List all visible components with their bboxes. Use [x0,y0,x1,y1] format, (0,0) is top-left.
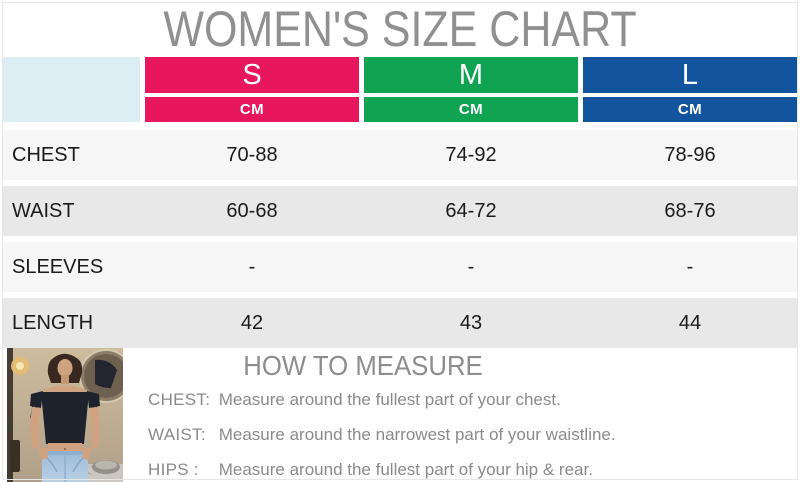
size-column-m: M CM [364,57,578,122]
measure-text-waist: Measure around the narrowest part of you… [218,425,616,444]
table-row-chest: CHEST 70-88 74-92 78-96 [3,130,797,180]
measure-label-hips: HIPS : [148,460,199,479]
cell-length-m: 43 [459,311,483,334]
measure-label-waist: WAIST: [148,425,206,444]
cell-chest-m: 74-92 [445,143,497,166]
measure-text-hips: Measure around the fullest part of your … [218,460,593,479]
size-table: S CM M CM L CM CHEST 70-88 74-92 78-96 W… [0,57,800,348]
unit-header-s: CM [145,97,359,122]
size-column-s: S CM [145,57,359,122]
size-header-m: M [364,57,578,93]
size-column-l: L CM [583,57,797,122]
page-title: WOMEN'S SIZE CHART [163,1,637,57]
cell-chest-l: 78-96 [664,143,716,166]
product-photo [7,348,123,482]
cell-sleeves-m: - [467,255,475,278]
measure-line-hips: HIPS : Measure around the fullest part o… [148,459,800,481]
measure-label-chest: CHEST: [148,390,211,409]
table-row-sleeves: SLEEVES - - - [3,242,797,292]
unit-header-l: CM [583,97,797,122]
cell-chest-s: 70-88 [226,143,278,166]
size-table-corner-cell [3,57,140,122]
size-header-s: S [145,57,359,93]
table-row-length: LENGTH 42 43 44 [3,298,797,348]
row-label-waist: WAIST [12,199,75,222]
cell-waist-m: 64-72 [445,199,497,222]
size-header-l: L [583,57,797,93]
cell-sleeves-s: - [248,255,256,278]
unit-header-m: CM [364,97,578,122]
cell-waist-s: 60-68 [226,199,278,222]
measure-line-waist: WAIST: Measure around the narrowest part… [148,424,800,446]
measure-text-chest: Measure around the fullest part of your … [218,390,561,409]
cell-length-l: 44 [678,311,702,334]
how-to-measure-content: HOW TO MEASURE CHEST: Measure around the… [123,348,800,482]
cell-waist-l: 68-76 [664,199,716,222]
row-label-sleeves: SLEEVES [12,255,104,278]
cell-sleeves-l: - [686,255,694,278]
row-label-length: LENGTH [12,311,94,334]
measure-line-chest: CHEST: Measure around the fullest part o… [148,389,800,411]
how-to-measure-heading: HOW TO MEASURE [243,350,483,381]
product-photo-illustration [7,348,123,482]
row-label-chest: CHEST [12,143,80,166]
how-to-measure-section: HOW TO MEASURE CHEST: Measure around the… [0,348,800,482]
size-table-header: S CM M CM L CM [3,57,797,122]
table-row-waist: WAIST 60-68 64-72 68-76 [3,186,797,236]
cell-length-s: 42 [240,311,264,334]
